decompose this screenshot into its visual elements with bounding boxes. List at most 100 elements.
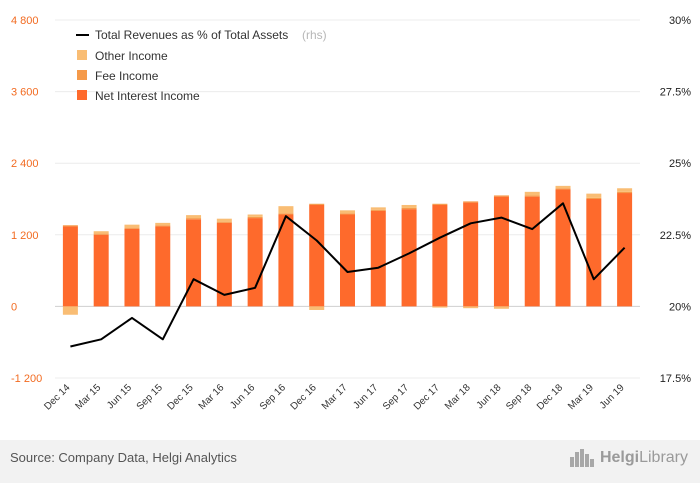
bar-net-interest	[93, 234, 109, 307]
bar-other	[93, 231, 109, 234]
x-tick-label: Dec 17	[412, 382, 442, 412]
legend-nii-swatch	[77, 90, 87, 100]
bar-net-interest	[278, 214, 294, 307]
bar-fee	[370, 209, 386, 211]
bar-net-interest	[247, 218, 263, 307]
bar-fee	[617, 191, 633, 194]
bar-fee	[62, 225, 78, 227]
bar-fee	[586, 197, 602, 199]
bar-other	[309, 306, 325, 310]
bar-other	[247, 214, 263, 217]
bar-series	[62, 185, 633, 315]
bar-fee	[401, 207, 417, 210]
right-tick-label: 25%	[669, 158, 691, 170]
bar-fee	[186, 218, 202, 220]
x-tick-label: Jun 16	[228, 382, 257, 411]
bar-fee	[493, 195, 509, 197]
right-axis: 17.5% 20% 22.5% 25% 27.5% 30%	[660, 15, 691, 385]
left-tick-label: 1 200	[11, 230, 39, 242]
bar-fee	[463, 201, 479, 203]
bar-other	[340, 210, 355, 214]
bar-net-interest	[62, 226, 78, 307]
bar-net-interest	[432, 204, 448, 307]
x-tick-label: Dec 18	[535, 382, 565, 412]
x-tick-label: Jun 17	[351, 382, 380, 411]
bar-net-interest	[370, 210, 386, 307]
bar-fee	[93, 233, 109, 235]
bar-net-interest	[340, 214, 355, 307]
right-tick-label: 20%	[669, 301, 691, 313]
legend: Total Revenues as % of Total Assets (rhs…	[76, 28, 327, 103]
bar-net-interest	[401, 209, 417, 307]
bar-net-interest	[524, 196, 540, 307]
bar-other	[370, 207, 386, 210]
left-tick-label: 0	[11, 301, 17, 313]
right-tick-label: 17.5%	[660, 373, 691, 385]
x-tick-label: Jun 19	[598, 382, 627, 411]
bar-net-interest	[216, 222, 232, 307]
bar-net-interest	[555, 189, 571, 307]
bar-other	[401, 204, 417, 208]
x-tick-label: Sep 16	[258, 382, 288, 412]
bar-other	[62, 306, 78, 315]
legend-line-suffix: (rhs)	[302, 28, 327, 42]
bar-other	[524, 191, 540, 196]
legend-other-swatch	[77, 50, 87, 60]
x-tick-label: Jun 18	[475, 382, 504, 411]
legend-nii-label: Net Interest Income	[95, 89, 200, 103]
line-series	[70, 202, 626, 348]
bar-other	[463, 306, 479, 309]
bar-net-interest	[463, 202, 479, 307]
x-tick-label: Dec 15	[165, 382, 195, 412]
revenue-chart: -1 200 0 1 200 2 400 3 600 4 800 17.5% 20% 22.5…	[11, 15, 691, 413]
bar-other	[155, 222, 171, 226]
bar-other	[586, 193, 602, 198]
right-tick-label: 27.5%	[660, 87, 691, 99]
bar-fee	[124, 227, 140, 229]
x-tick-label: Sep 17	[381, 382, 411, 412]
brand-bold: Helgi	[599, 449, 640, 466]
revenue-ratio-line	[70, 202, 626, 348]
bar-net-interest	[617, 193, 633, 307]
bar-other	[493, 306, 509, 309]
legend-fee-swatch	[77, 70, 87, 80]
bar-net-interest	[124, 228, 140, 307]
bar-fee	[247, 216, 263, 219]
legend-line-label: Total Revenues as % of Total Assets	[95, 28, 288, 42]
bar-other	[278, 206, 294, 214]
bar-net-interest	[186, 219, 202, 307]
x-tick-label: Dec 16	[289, 382, 319, 412]
bar-fee	[340, 213, 355, 215]
left-tick-label: -1 200	[11, 373, 42, 385]
bar-fee	[555, 188, 571, 190]
x-tick-label: Sep 18	[504, 382, 534, 412]
bar-net-interest	[309, 204, 325, 307]
left-tick-label: 3 600	[11, 87, 39, 99]
x-tick-label: Mar 15	[74, 382, 104, 412]
x-tick-label: Dec 14	[42, 382, 72, 412]
bar-net-interest	[493, 196, 509, 307]
helgi-library-logo: HelgiLibrary	[569, 448, 688, 468]
bar-fee	[216, 221, 232, 223]
bar-other	[555, 185, 571, 189]
bar-other	[216, 218, 232, 222]
x-axis: Dec 14 Mar 15 Jun 15 Sep 15 Dec 15 Mar 16 Jun …	[42, 382, 627, 413]
x-tick-label: Mar 16	[197, 382, 227, 412]
legend-fee-label: Fee Income	[95, 69, 159, 83]
bar-fee	[524, 195, 540, 197]
x-tick-label: Jun 15	[105, 382, 134, 411]
left-tick-label: 4 800	[11, 15, 39, 27]
bar-other	[432, 306, 448, 308]
legend-other-label: Other Income	[95, 49, 168, 63]
left-axis: -1 200 0 1 200 2 400 3 600 4 800	[11, 15, 42, 385]
bar-net-interest	[155, 226, 171, 307]
brand-light: Library	[639, 449, 688, 466]
x-tick-label: Mar 17	[320, 382, 350, 412]
bar-other	[617, 188, 633, 192]
source-note: Source: Company Data, Helgi Analytics	[10, 450, 237, 465]
bar-fee	[155, 225, 171, 227]
bar-other	[186, 215, 202, 219]
left-tick-label: 2 400	[11, 158, 39, 170]
city-skyline-icon	[569, 449, 594, 467]
bar-fee	[432, 203, 448, 205]
